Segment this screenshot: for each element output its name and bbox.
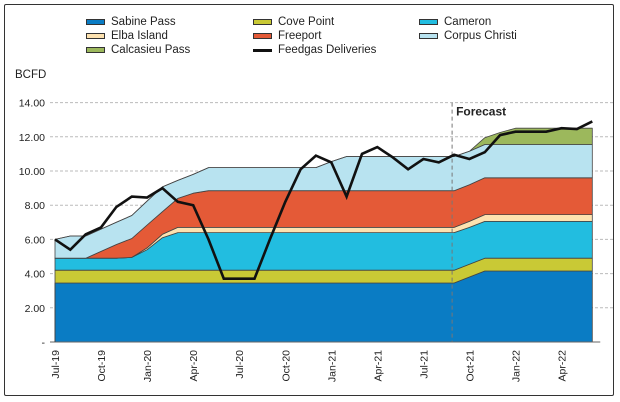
x-tick-label: Jan-20 <box>142 350 154 382</box>
y-tick-label: 14.00 <box>19 98 45 110</box>
x-tick-label: Oct-21 <box>464 350 476 382</box>
y-tick-label: 12.00 <box>19 132 45 144</box>
legend-swatch-corpus-christi <box>419 33 438 39</box>
area-series <box>54 127 593 343</box>
x-tick-label: Jan-22 <box>511 350 523 382</box>
forecast-marker: Forecast <box>451 102 506 342</box>
legend-item-calcasieu-pass: Calcasieu Pass <box>86 43 190 57</box>
legend-label: Sabine Pass <box>111 16 176 28</box>
forecast-label: Forecast <box>456 104 506 118</box>
x-tick-label: Apr-20 <box>188 350 200 382</box>
x-tick-label: Jul-21 <box>418 350 430 379</box>
area-calcasieu-pass <box>54 127 593 240</box>
legend-label: Cameron <box>444 16 492 28</box>
line-series <box>54 120 593 281</box>
y-tick-label: - <box>42 337 46 349</box>
y-tick-label: 8.00 <box>25 200 46 212</box>
legend-label: Cove Point <box>278 16 335 28</box>
x-tick-label: Jul-19 <box>50 350 62 379</box>
chart-legend: Sabine Pass Elba Island Calcasieu Pass C… <box>0 0 620 70</box>
legend-label: Corpus Christi <box>444 30 517 42</box>
x-tick-label: Jan-21 <box>326 350 338 382</box>
y-tick-label: 6.00 <box>25 234 46 246</box>
x-tick-label: Oct-19 <box>96 350 108 382</box>
legend-item-elba-island: Elba Island <box>86 29 168 43</box>
y-tick-label: 4.00 <box>25 269 46 281</box>
legend-item-freeport: Freeport <box>253 29 321 43</box>
x-tick-label: Oct-20 <box>280 350 292 382</box>
axes: - 2.00 4.00 6.00 8.00 10.00 12.00 14.00 Jul-19 Oc… <box>19 98 601 382</box>
legend-swatch-calcasieu-pass <box>86 47 105 53</box>
legend-swatch-cameron <box>419 19 438 25</box>
legend-item-feedgas-deliveries: Feedgas Deliveries <box>253 43 376 57</box>
legend-label: Calcasieu Pass <box>111 44 191 56</box>
legend-swatch-sabine-pass <box>86 19 105 25</box>
line-feedgas-deliveries <box>54 120 593 281</box>
legend-swatch-freeport <box>253 33 272 39</box>
legend-item-sabine-pass: Sabine Pass <box>86 15 176 29</box>
legend-item-corpus-christi: Corpus Christi <box>419 29 517 43</box>
x-tick-label: Apr-21 <box>372 350 384 382</box>
y-axis-label: BCFD <box>15 69 47 81</box>
x-tick-label: Apr-22 <box>557 350 569 382</box>
x-tick-label: Jul-20 <box>234 350 246 379</box>
legend-item-cove-point: Cove Point <box>253 15 334 29</box>
y-tick-label: 10.00 <box>19 166 45 178</box>
legend-label: Elba Island <box>111 30 168 42</box>
legend-label: Freeport <box>278 30 322 42</box>
y-tick-label: 2.00 <box>25 303 46 315</box>
legend-item-cameron: Cameron <box>419 15 491 29</box>
legend-label: Feedgas Deliveries <box>278 44 377 56</box>
legend-swatch-elba-island <box>86 33 105 39</box>
legend-swatch-cove-point <box>253 19 272 25</box>
legend-line-feedgas-deliveries <box>253 48 272 52</box>
